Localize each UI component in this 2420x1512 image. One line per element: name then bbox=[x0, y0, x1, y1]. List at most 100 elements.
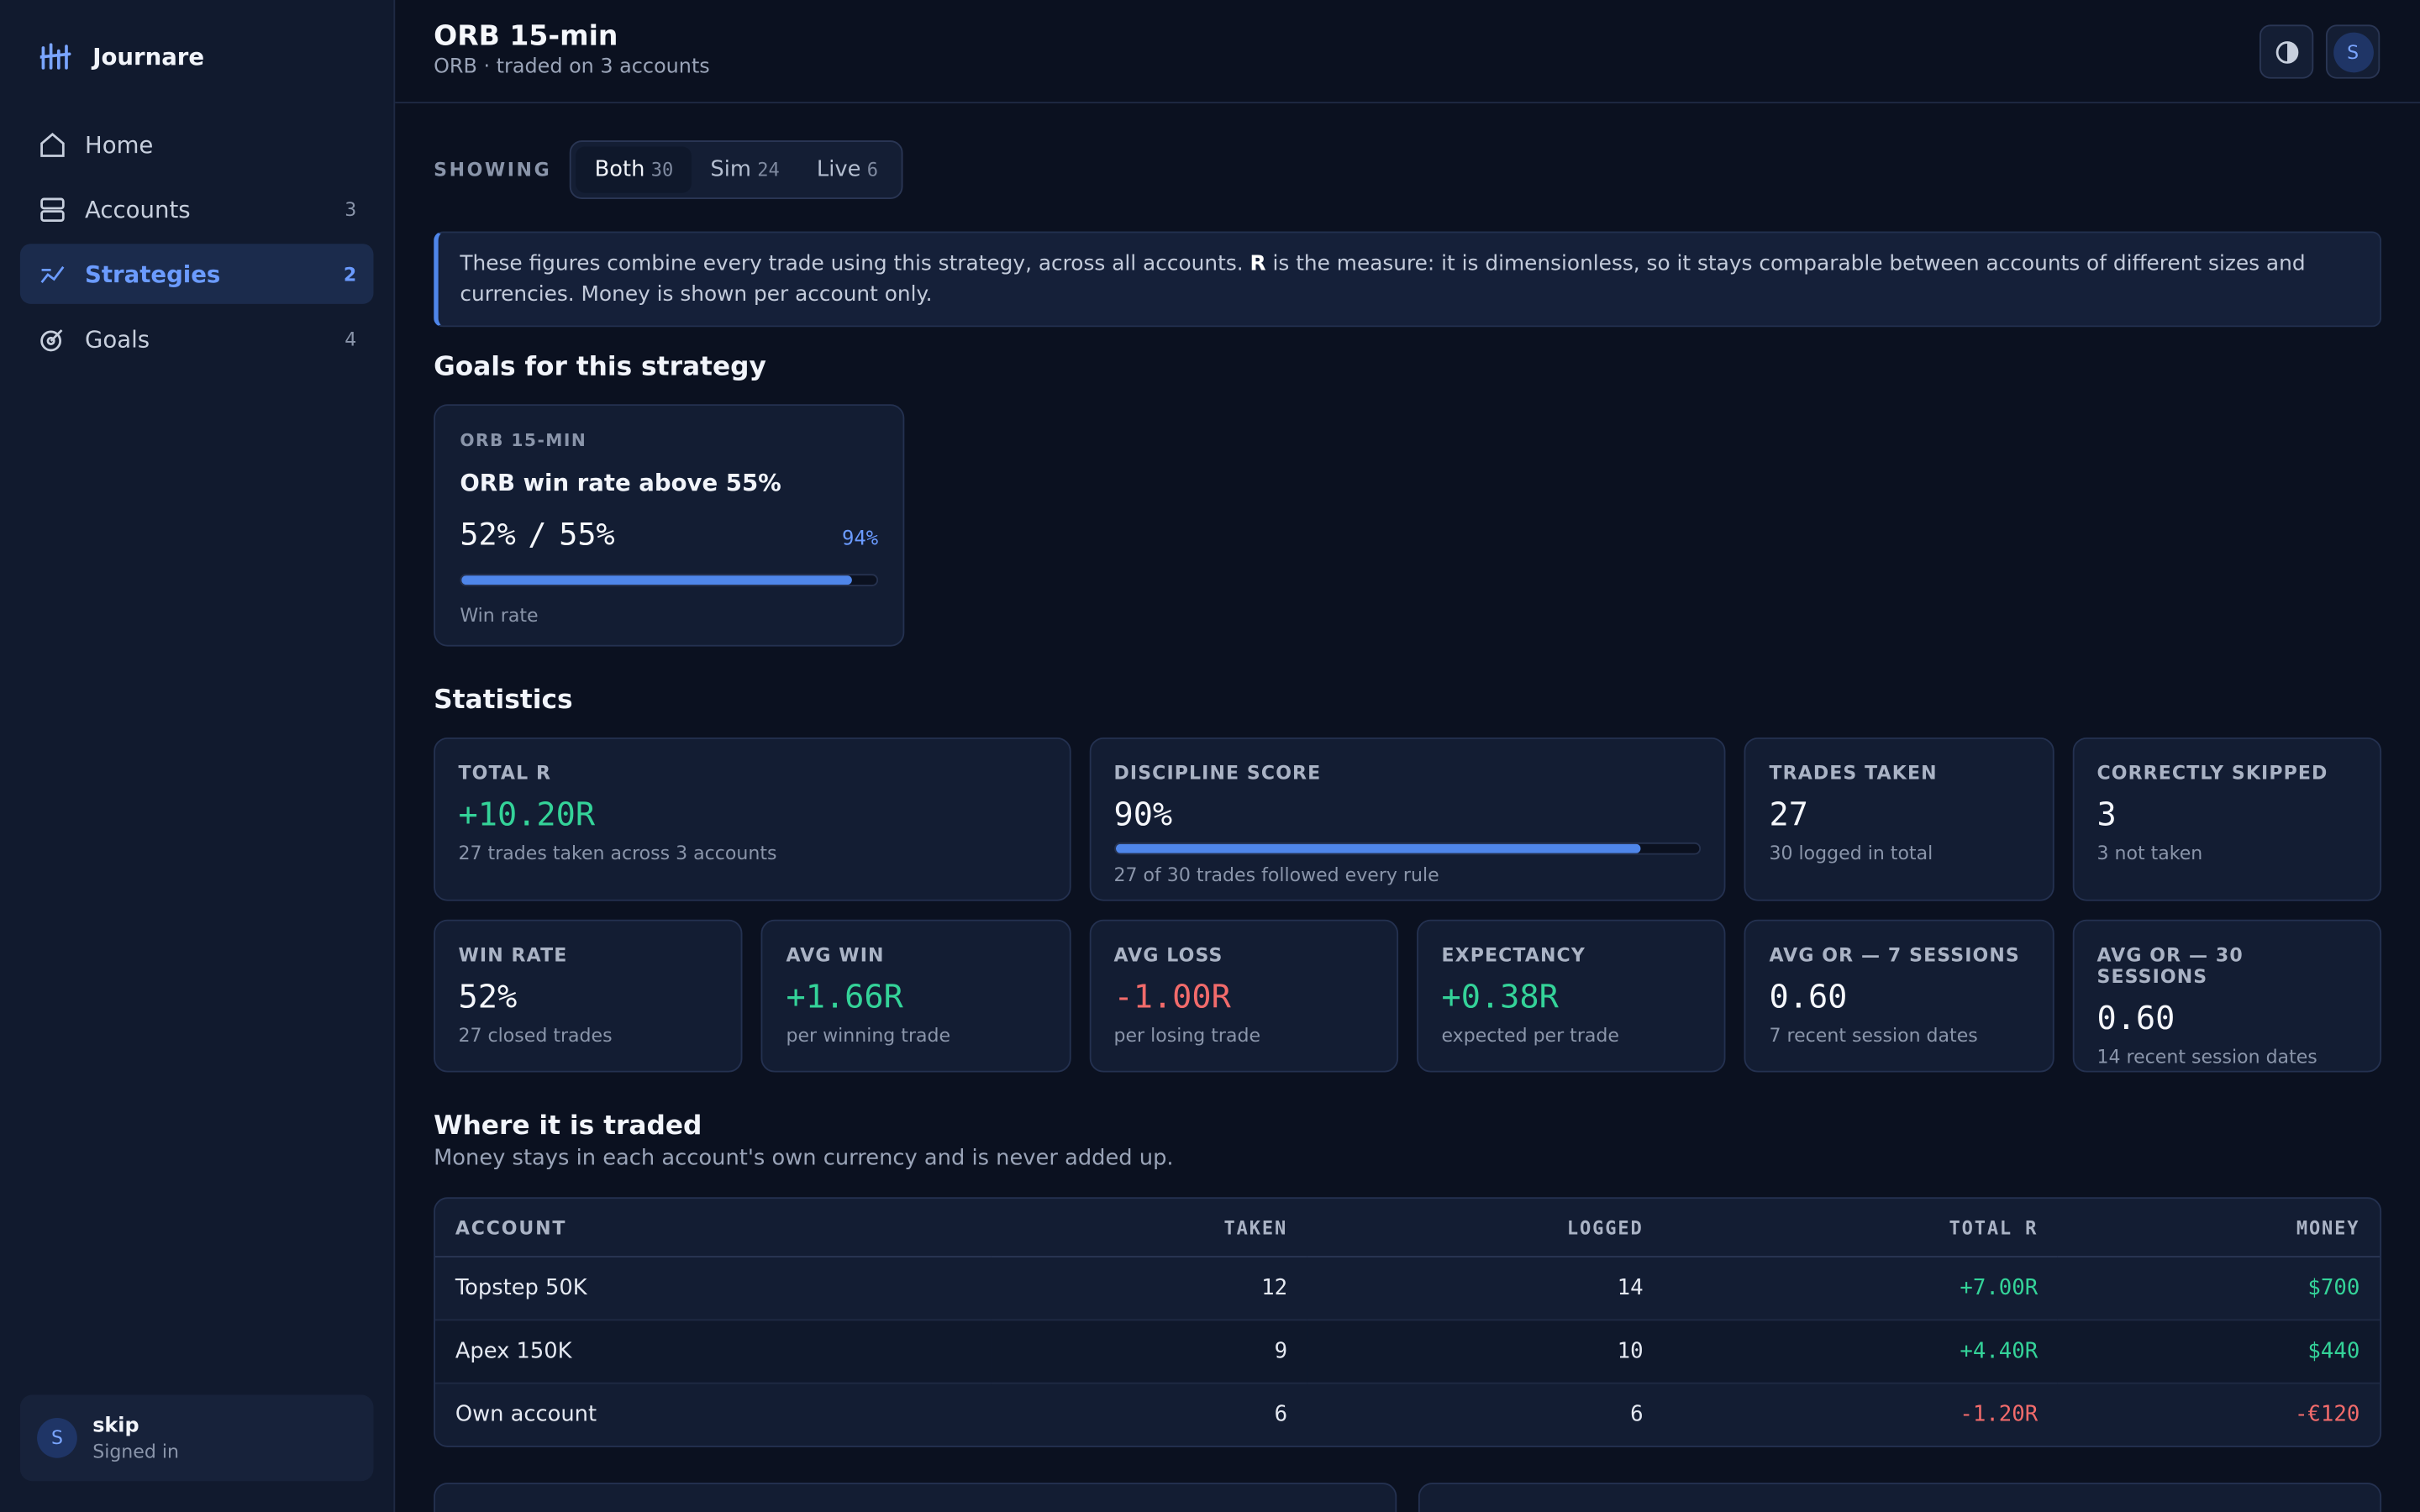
stat-card: TRADES TAKEN 27 30 logged in total bbox=[1744, 737, 2054, 901]
nav-item[interactable]: Home bbox=[20, 114, 374, 175]
table-cell: Apex 150K bbox=[434, 1320, 991, 1384]
stat-value: +1.66R bbox=[786, 978, 903, 1016]
stat-label: AVG OR — 30 SESSIONS bbox=[2096, 944, 2244, 988]
theme-toggle[interactable] bbox=[2259, 24, 2314, 79]
stat-card: EXPECTANCY +0.38R expected per trade bbox=[1417, 919, 1727, 1073]
table-cell: 14 bbox=[1307, 1257, 1664, 1321]
nav-label: Accounts bbox=[85, 195, 191, 223]
progress-track bbox=[460, 574, 879, 586]
brand-logo bbox=[39, 43, 71, 70]
stat-note: 30 logged in total bbox=[1769, 842, 1933, 864]
stat-note: 27 closed trades bbox=[458, 1024, 613, 1047]
goal-percent: 94% bbox=[841, 528, 879, 551]
nav-item[interactable]: Accounts 3 bbox=[20, 179, 374, 239]
stat-value: +10.20R bbox=[458, 795, 596, 833]
stat-value: 27 bbox=[1769, 795, 1808, 833]
stat-label: AVG WIN bbox=[786, 944, 885, 966]
page-title: ORB 15-min bbox=[434, 19, 618, 53]
stat-value: 0.60 bbox=[2096, 1000, 2175, 1037]
table-cell: -€120 bbox=[2294, 1402, 2360, 1427]
table-cell: 6 bbox=[1274, 1402, 1288, 1427]
goal-metric: Win rate bbox=[460, 605, 539, 627]
user-box[interactable]: S skip Signed in bbox=[19, 1394, 374, 1482]
stat-grid: TOTAL R +10.20R 27 trades taken across 3 a… bbox=[434, 737, 2382, 1073]
stat-label: WIN RATE bbox=[458, 944, 568, 966]
stat-value: 0.60 bbox=[1769, 978, 1848, 1016]
filter-label: SHOWING bbox=[434, 159, 552, 181]
account-button[interactable]: S bbox=[2325, 24, 2381, 79]
stat-card: AVG LOSS -1.00R per losing trade bbox=[1089, 919, 1399, 1073]
nav-count: 4 bbox=[345, 328, 357, 350]
nav-label: Strategies bbox=[85, 260, 221, 288]
table-cell: 9 bbox=[990, 1320, 1307, 1384]
stat-card: WIN RATE 52% 27 closed trades bbox=[434, 919, 744, 1073]
option-label: Both bbox=[594, 157, 645, 182]
stat-note: per losing trade bbox=[1113, 1024, 1261, 1047]
stat-label: AVG OR — 7 SESSIONS bbox=[1769, 944, 2020, 966]
user-name: skip bbox=[92, 1414, 139, 1437]
user-status: Signed in bbox=[92, 1440, 179, 1462]
nav-icon bbox=[40, 197, 65, 222]
table-row: Own account 6 6 -1.20R -€120 bbox=[435, 1383, 2380, 1446]
filter-option[interactable]: Live 6 bbox=[798, 146, 897, 192]
option-count: 30 bbox=[650, 159, 674, 181]
stat-card: TOTAL R +10.20R 27 trades taken across 3 a… bbox=[434, 737, 1071, 901]
stat-value: 90% bbox=[1113, 795, 1173, 833]
nav-icon bbox=[40, 132, 65, 156]
column-header: TAKEN bbox=[990, 1199, 1307, 1257]
column-header: LOGGED bbox=[1307, 1199, 1664, 1257]
table-row: Topstep 50K 12 14 +7.00R $700 bbox=[434, 1257, 2381, 1321]
progress-track bbox=[1113, 842, 1702, 855]
section-heading: Statistics bbox=[434, 685, 573, 717]
stat-value: 52% bbox=[458, 978, 518, 1016]
nav-item[interactable]: Goals 4 bbox=[20, 308, 374, 369]
table-cell: Topstep 50K bbox=[434, 1257, 991, 1321]
column-header: MONEY bbox=[2058, 1199, 2381, 1257]
stat-card: AVG WIN +1.66R per winning trade bbox=[761, 919, 1071, 1073]
stat-note: 3 not taken bbox=[2096, 842, 2203, 864]
goal-target: 55% bbox=[559, 515, 615, 553]
stat-note: per winning trade bbox=[786, 1024, 951, 1047]
option-count: 6 bbox=[866, 159, 879, 181]
filter-options: Both 30 Sim 24 Live 6 bbox=[570, 140, 903, 199]
user-info: skip Signed in bbox=[92, 1414, 179, 1462]
brand[interactable]: Journare bbox=[39, 43, 205, 71]
stat-card: DISCIPLINE SCORE 90% 27 of 30 trades follo… bbox=[1089, 737, 1727, 901]
stat-note: expected per trade bbox=[1441, 1024, 1619, 1047]
goal-progress-row: 52% / 55% 94% bbox=[460, 515, 878, 552]
stat-note: 7 recent session dates bbox=[1769, 1024, 1978, 1047]
table: ACCOUNT TAKEN LOGGED TOTAL R MONEY Topstep 50… bbox=[434, 1199, 2381, 1446]
section-heading: Where it is traded bbox=[434, 1110, 702, 1142]
progress-bar bbox=[1115, 843, 1642, 853]
section-subtitle: Money stays in each account's own curren… bbox=[434, 1146, 1174, 1172]
brand-name: Journare bbox=[92, 43, 205, 71]
main: ORB 15-min ORB · traded on 3 accounts S … bbox=[395, 0, 2420, 1512]
goal-separator: / bbox=[528, 515, 547, 553]
stat-label: EXPECTANCY bbox=[1441, 944, 1586, 966]
header-avatar: S bbox=[2333, 31, 2373, 72]
stat-card: AVG OR — 30 SESSIONS 0.60 14 recent sessio… bbox=[2072, 919, 2382, 1073]
table-cell: 12 bbox=[990, 1257, 1307, 1321]
stat-card: AVG OR — 7 SESSIONS 0.60 7 recent session … bbox=[1744, 919, 2054, 1073]
nav-icon bbox=[40, 265, 65, 283]
panel bbox=[434, 1483, 1397, 1512]
table-cell: 6 bbox=[1630, 1402, 1644, 1427]
info-bold: R bbox=[1249, 251, 1266, 276]
user-avatar: S bbox=[37, 1417, 77, 1458]
column-header: TOTAL R bbox=[1663, 1199, 2059, 1257]
nav-item[interactable]: Strategies 2 bbox=[19, 244, 374, 304]
theme-icon bbox=[2275, 40, 2298, 63]
filter-option[interactable]: Both 30 bbox=[576, 146, 692, 193]
table-cell: Own account bbox=[455, 1402, 597, 1427]
info-note: These figures combine every trade using … bbox=[434, 231, 2382, 328]
filter-option[interactable]: Sim 24 bbox=[692, 146, 798, 192]
account-table: ACCOUNT TAKEN LOGGED TOTAL R MONEY Topstep 50… bbox=[434, 1197, 2382, 1447]
nav-label: Goals bbox=[85, 324, 150, 353]
info-text: These figures combine every trade using … bbox=[460, 251, 1250, 276]
nav-icon bbox=[40, 328, 63, 351]
table-cell: +7.00R bbox=[1663, 1257, 2059, 1321]
goal-tag: ORB 15-MIN bbox=[460, 430, 587, 451]
option-label: Live bbox=[816, 157, 861, 182]
goal-current: 52% bbox=[460, 515, 516, 553]
